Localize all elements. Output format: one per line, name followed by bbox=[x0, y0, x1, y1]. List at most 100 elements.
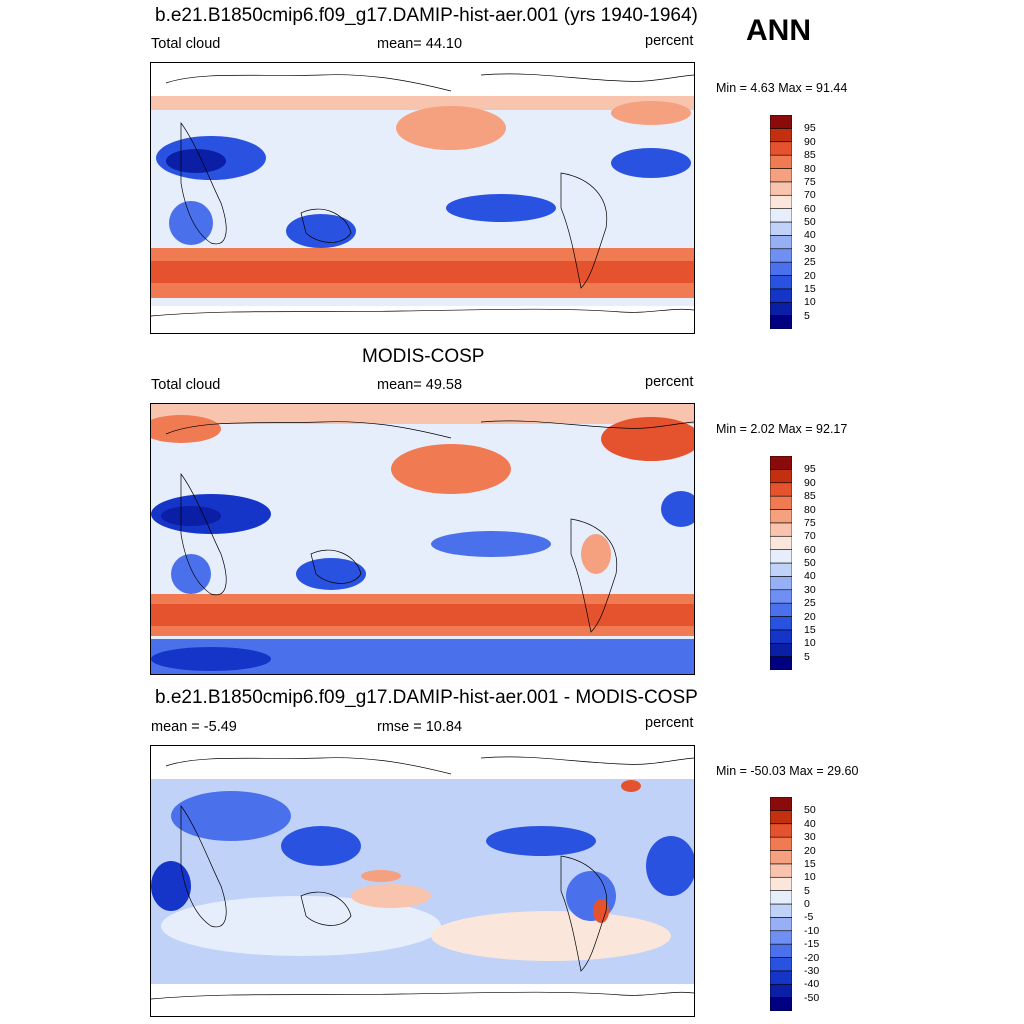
panel-2-map bbox=[150, 403, 695, 675]
colorbar-box bbox=[770, 589, 792, 604]
colorbar-box bbox=[770, 535, 792, 550]
panel-1-units-label: percent bbox=[645, 33, 694, 49]
colorbar-box bbox=[770, 208, 792, 223]
panel-1-minmax: Min = 4.63 Max = 91.44 bbox=[716, 81, 848, 95]
colorbar-box bbox=[770, 970, 792, 985]
colorbar-tick-label: 20 bbox=[804, 269, 816, 282]
colorbar-tick-label: 60 bbox=[804, 543, 816, 556]
panel-3-colorbar bbox=[770, 797, 792, 1011]
colorbar-box bbox=[770, 983, 792, 998]
colorbar-tick-label: -30 bbox=[804, 964, 820, 977]
colorbar-tick-label: 40 bbox=[804, 229, 816, 242]
panel-2-left-label: Total cloud bbox=[151, 377, 221, 393]
colorbar-box bbox=[770, 235, 792, 250]
colorbar-tick-label: 10 bbox=[804, 296, 816, 309]
colorbar-box bbox=[770, 836, 792, 851]
colorbar-tick-label: 10 bbox=[804, 637, 816, 650]
colorbar-box bbox=[770, 168, 792, 183]
panel-3-minmax: Min = -50.03 Max = 29.60 bbox=[716, 764, 859, 778]
colorbar-box bbox=[770, 261, 792, 276]
colorbar-tick-label: -15 bbox=[804, 938, 820, 951]
colorbar-tick-label: 5 bbox=[804, 650, 810, 663]
colorbar-box bbox=[770, 115, 792, 129]
colorbar-box bbox=[770, 930, 792, 945]
colorbar-box bbox=[770, 629, 792, 644]
panel-1-title: b.e21.B1850cmip6.f09_g17.DAMIP-hist-aer.… bbox=[155, 5, 698, 26]
colorbar-box bbox=[770, 275, 792, 290]
panel-2-units-label: percent bbox=[645, 374, 694, 390]
panel-2-title: MODIS-COSP bbox=[362, 346, 485, 367]
panel-2-minmax: Min = 2.02 Max = 92.17 bbox=[716, 422, 848, 436]
colorbar-tick-label: 85 bbox=[804, 149, 816, 162]
season-label: ANN bbox=[746, 14, 811, 47]
colorbar-tick-label: 10 bbox=[804, 871, 816, 884]
colorbar-box bbox=[770, 576, 792, 591]
colorbar-box bbox=[770, 876, 792, 891]
colorbar-tick-label: 80 bbox=[804, 162, 816, 175]
colorbar-box bbox=[770, 823, 792, 838]
colorbar-tick-label: 40 bbox=[804, 817, 816, 830]
colorbar-box bbox=[770, 943, 792, 958]
colorbar-box bbox=[770, 509, 792, 524]
colorbar-box bbox=[770, 495, 792, 510]
colorbar-tick-label: 95 bbox=[804, 122, 816, 135]
colorbar-tick-label: 30 bbox=[804, 583, 816, 596]
colorbar-tick-label: -20 bbox=[804, 951, 820, 964]
colorbar-tick-label: -5 bbox=[804, 911, 814, 924]
panel-1-left-label: Total cloud bbox=[151, 36, 221, 52]
colorbar-box bbox=[770, 456, 792, 470]
colorbar-tick-label: 20 bbox=[804, 610, 816, 623]
colorbar-box bbox=[770, 194, 792, 209]
colorbar-box bbox=[770, 482, 792, 497]
colorbar-box bbox=[770, 469, 792, 484]
colorbar-tick-label: -40 bbox=[804, 978, 820, 991]
colorbar-tick-label: 95 bbox=[804, 463, 816, 476]
colorbar-box bbox=[770, 221, 792, 236]
colorbar-tick-label: 15 bbox=[804, 857, 816, 870]
colorbar-tick-label: 5 bbox=[804, 309, 810, 322]
colorbar-tick-label: 50 bbox=[804, 804, 816, 817]
colorbar-tick-label: 40 bbox=[804, 570, 816, 583]
colorbar-tick-label: 50 bbox=[804, 216, 816, 228]
colorbar-box bbox=[770, 141, 792, 156]
colorbar-box bbox=[770, 656, 792, 670]
colorbar-tick-label: 70 bbox=[804, 189, 816, 202]
colorbar-tick-label: 85 bbox=[804, 490, 816, 503]
colorbar-box bbox=[770, 797, 792, 811]
panel-3-map bbox=[150, 745, 695, 1017]
colorbar-box bbox=[770, 562, 792, 577]
colorbar-box bbox=[770, 301, 792, 316]
colorbar-box bbox=[770, 810, 792, 825]
colorbar-box bbox=[770, 522, 792, 537]
colorbar-tick-label: 75 bbox=[804, 516, 816, 529]
panel-1-mean-label: mean= 44.10 bbox=[377, 36, 463, 52]
panel-1-map bbox=[150, 62, 695, 334]
colorbar-box bbox=[770, 917, 792, 932]
panel-2-colorbar bbox=[770, 456, 792, 670]
colorbar-tick-label: 80 bbox=[804, 503, 816, 516]
colorbar-tick-label: 60 bbox=[804, 202, 816, 215]
colorbar-tick-label: 75 bbox=[804, 175, 816, 188]
colorbar-box bbox=[770, 850, 792, 865]
colorbar-tick-label: 15 bbox=[804, 623, 816, 636]
colorbar-box bbox=[770, 863, 792, 878]
colorbar-tick-label: 0 bbox=[804, 898, 810, 910]
colorbar-tick-label: 90 bbox=[804, 135, 816, 148]
panel-3-units-label: percent bbox=[645, 715, 694, 731]
colorbar-box bbox=[770, 903, 792, 918]
colorbar-tick-label: 50 bbox=[804, 557, 816, 569]
colorbar-box bbox=[770, 154, 792, 169]
colorbar-tick-label: -10 bbox=[804, 924, 820, 937]
colorbar-box bbox=[770, 128, 792, 143]
panel-3-title: b.e21.B1850cmip6.f09_g17.DAMIP-hist-aer.… bbox=[155, 687, 698, 708]
colorbar-tick-label: 30 bbox=[804, 242, 816, 255]
colorbar-box bbox=[770, 890, 792, 905]
colorbar-box bbox=[770, 549, 792, 564]
colorbar-box bbox=[770, 957, 792, 972]
panel-1-colorbar bbox=[770, 115, 792, 329]
colorbar-box bbox=[770, 181, 792, 196]
colorbar-box bbox=[770, 616, 792, 631]
colorbar-box bbox=[770, 288, 792, 303]
colorbar-tick-label: 15 bbox=[804, 282, 816, 295]
colorbar-tick-label: 90 bbox=[804, 476, 816, 489]
